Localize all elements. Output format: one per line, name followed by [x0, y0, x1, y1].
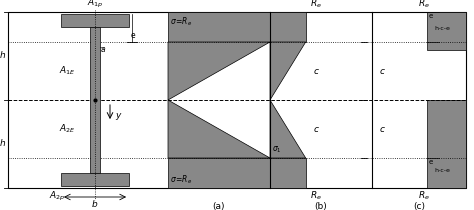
Polygon shape [270, 158, 306, 188]
Text: (a): (a) [213, 202, 225, 210]
Text: $\sigma\!=\!R_e$: $\sigma\!=\!R_e$ [170, 15, 192, 28]
Text: a: a [101, 46, 106, 55]
Text: $A_{2E}$: $A_{2E}$ [59, 123, 75, 135]
Text: c: c [380, 125, 385, 134]
Polygon shape [168, 12, 270, 42]
Bar [61, 14, 129, 27]
Polygon shape [427, 100, 466, 188]
Text: h: h [0, 139, 5, 148]
Text: h-c-e: h-c-e [435, 25, 450, 30]
Text: (c): (c) [413, 202, 425, 210]
Polygon shape [270, 12, 306, 42]
Text: e: e [428, 159, 433, 165]
Text: h: h [0, 51, 5, 60]
Text: $A_{1p}$: $A_{1p}$ [87, 0, 103, 10]
Bar [61, 173, 129, 186]
Text: e: e [131, 31, 136, 40]
Text: (b): (b) [315, 202, 328, 210]
Polygon shape [270, 100, 306, 158]
Polygon shape [168, 100, 270, 158]
Text: $R_e$: $R_e$ [310, 0, 322, 10]
Polygon shape [168, 158, 270, 188]
Polygon shape [270, 42, 306, 100]
Text: e: e [428, 13, 433, 19]
Bar [90, 27, 100, 173]
Text: c: c [380, 67, 385, 76]
Text: $A_{1E}$: $A_{1E}$ [59, 65, 75, 77]
Text: y: y [115, 112, 120, 121]
Bar [8, 12, 466, 188]
Text: $\sigma_1$: $\sigma_1$ [272, 145, 282, 155]
Text: b: b [92, 200, 98, 209]
Polygon shape [427, 12, 466, 50]
Text: $A_{2p}$: $A_{2p}$ [49, 190, 65, 203]
Text: c: c [314, 125, 319, 134]
Polygon shape [168, 42, 270, 100]
Text: $R_e$: $R_e$ [310, 190, 322, 202]
Text: $\sigma\!=\!R_e$: $\sigma\!=\!R_e$ [170, 173, 192, 186]
Text: c: c [314, 67, 319, 76]
Text: $R_e$: $R_e$ [418, 190, 430, 202]
Text: h-c-e: h-c-e [435, 168, 450, 173]
Text: $R_e$: $R_e$ [418, 0, 430, 10]
